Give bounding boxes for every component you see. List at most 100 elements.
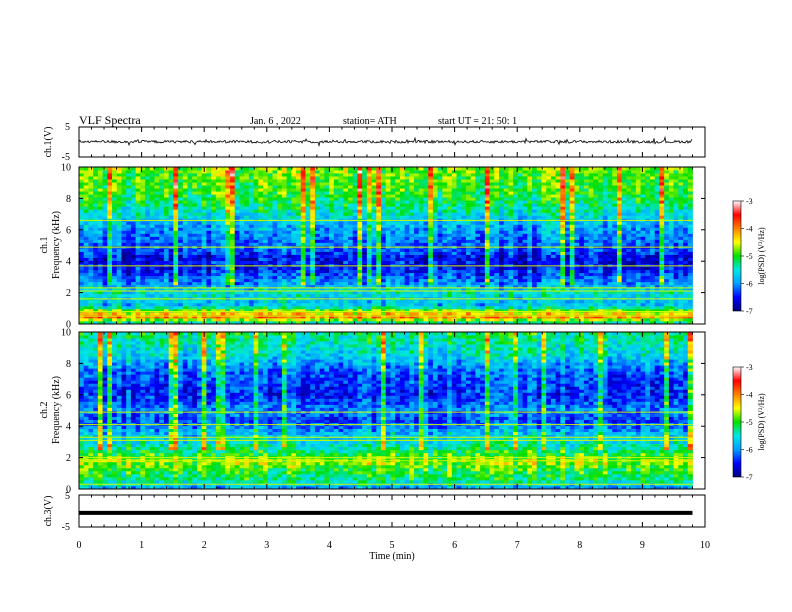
spectrogram-cell [135, 239, 141, 243]
spectrogram-cell [239, 272, 245, 277]
spectrogram-cell [149, 188, 155, 192]
spectrogram-cell [381, 311, 387, 316]
spectrogram-cell [277, 311, 283, 316]
spectrogram-cell [347, 170, 354, 174]
spectrogram-cell [319, 179, 325, 183]
spectrogram-cell [414, 206, 420, 210]
spectrogram-cell [145, 284, 151, 289]
spectrogram-cell [211, 272, 217, 277]
spectrogram-cell [484, 308, 490, 313]
spectrogram-cell [248, 281, 255, 286]
spectrogram-cell [173, 299, 179, 304]
spectrogram-cell [281, 320, 288, 325]
spectrogram-cell [220, 224, 226, 228]
spectrogram-cell [470, 170, 476, 174]
spectrogram-cell [338, 191, 344, 195]
spectrogram-cell [432, 209, 439, 213]
spectrogram-cell [187, 260, 193, 265]
spectrogram-cell [409, 200, 415, 204]
spectrogram-cell [79, 311, 85, 316]
spectrogram-cell [140, 278, 146, 283]
spectrogram-cell [248, 278, 255, 283]
spectrogram-cell [248, 284, 255, 289]
spectrogram-cell [130, 227, 137, 231]
spectrogram-cell [314, 278, 321, 283]
spectrogram-cell [234, 302, 240, 307]
spectrogram-cell [154, 281, 160, 286]
spectrogram-cell [376, 314, 382, 319]
spectrogram-cell [376, 212, 382, 216]
spectrogram-cell [220, 179, 226, 183]
spectrogram-cell [305, 188, 311, 192]
spectrogram-cell [286, 233, 292, 237]
spectrogram-cell [168, 215, 174, 219]
spectrogram-cell [475, 182, 481, 186]
spectrogram-cell [418, 272, 424, 277]
spectrogram-cell [494, 185, 500, 189]
spectrogram-cell [314, 302, 321, 307]
spectrogram-cell [248, 212, 255, 216]
spectrogram-cell [437, 188, 443, 192]
spectrogram-cell [499, 221, 505, 225]
spectrogram-cell [404, 275, 410, 280]
spectrogram-cell [366, 203, 372, 207]
spectrogram-cell [211, 215, 217, 219]
spectrogram-cell [465, 212, 472, 216]
spectrogram-cell [196, 215, 203, 219]
spectrogram-cell [159, 224, 165, 228]
spectrogram-cell [300, 176, 306, 180]
spectrogram-cell [371, 230, 377, 234]
spectrogram-cell [437, 305, 443, 310]
spectrogram-cell [338, 263, 344, 268]
spectrogram-cell [97, 278, 103, 283]
spectrogram-cell [140, 170, 146, 174]
spectrogram-cell [263, 185, 269, 189]
spectrogram-cell [395, 254, 401, 258]
spectrogram-cell [107, 260, 113, 265]
spectrogram-cell [107, 266, 113, 271]
spectrogram-cell [154, 248, 160, 252]
spectrogram-cell [163, 179, 170, 183]
spectrogram-cell [130, 191, 137, 195]
spectrogram-cell [442, 206, 448, 210]
spectrogram-cell [418, 266, 424, 271]
spectrogram-cell [352, 287, 358, 292]
spectrogram-cell [456, 248, 462, 252]
spectrogram-cell [480, 176, 486, 180]
spectrogram-cell [182, 254, 188, 258]
spectrogram-cell [239, 275, 245, 280]
spectrogram-cell [310, 248, 316, 252]
spectrogram-cell [343, 188, 349, 192]
spectrogram-cell [329, 173, 335, 177]
spectrogram-cell [409, 308, 415, 313]
spectrogram-cell [267, 293, 273, 298]
spectrogram-cell [314, 299, 321, 304]
spectrogram-cell [187, 320, 193, 325]
spectrogram-cell [362, 233, 368, 237]
spectrogram-cell [513, 167, 519, 171]
spectrogram-cell [107, 182, 113, 186]
spectrogram-cell [324, 284, 330, 289]
spectrogram-cell [230, 272, 236, 277]
spectrogram-cell [456, 263, 462, 268]
spectrogram-cell [244, 239, 250, 243]
spectrogram-cell [201, 203, 207, 207]
spectrogram-cell [414, 257, 420, 261]
spectrogram-cell [173, 179, 179, 183]
spectrogram-cell [97, 188, 103, 192]
spectrogram-cell [300, 209, 306, 213]
spectrogram-cell [376, 281, 382, 286]
spectrogram-cell [494, 212, 500, 216]
spectrogram-cell [88, 239, 94, 243]
spectrogram-cell [225, 263, 231, 268]
spectrogram-cell [465, 263, 472, 268]
spectrogram-cell [324, 251, 330, 255]
spectrogram-cell [461, 260, 467, 265]
spectrogram-cell [206, 170, 212, 174]
spectrogram-cell [215, 212, 221, 216]
spectrogram-cell [319, 299, 325, 304]
spectrogram-cell [88, 260, 94, 265]
spectrogram-cell [192, 293, 198, 298]
spectrogram-cell [517, 308, 523, 313]
spectrogram-cell [437, 170, 443, 174]
